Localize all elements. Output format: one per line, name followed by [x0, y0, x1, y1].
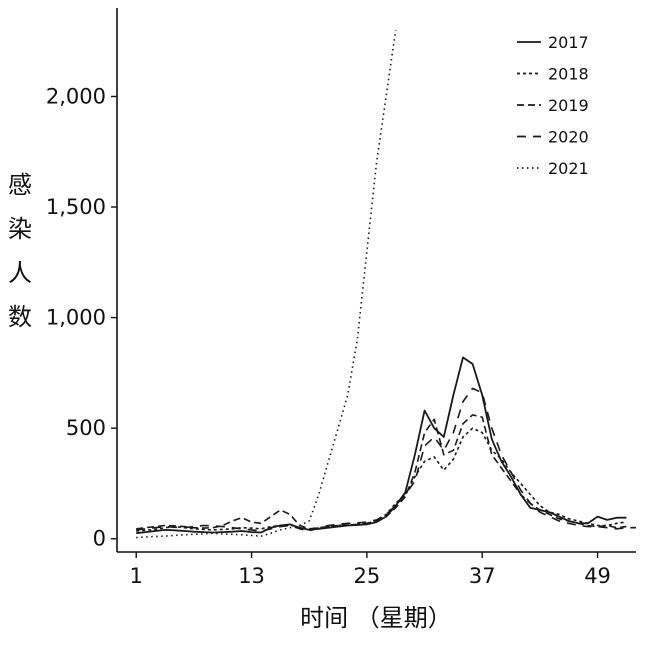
legend-label-2020: 2020: [548, 128, 589, 147]
legend-label-2017: 2017: [548, 33, 589, 52]
y-tick-label: 500: [66, 416, 106, 440]
legend-label-2018: 2018: [548, 65, 589, 84]
axis-titles: 时间 （星期） 感染人数: [8, 171, 452, 632]
series-lines: [136, 29, 636, 539]
series-line-2018: [136, 427, 627, 532]
series-line-2021: [136, 29, 397, 539]
y-tick-label: 0: [93, 527, 106, 551]
y-tick-label: 2,000: [46, 84, 106, 108]
x-tick-label: 25: [354, 564, 381, 588]
series-line-2020: [136, 387, 636, 532]
y-tick-label: 1,000: [46, 306, 106, 330]
series-line-2017: [136, 356, 627, 535]
x-tick-label: 49: [584, 564, 611, 588]
x-tick-label: 37: [469, 564, 496, 588]
legend: 2017 2018 2019 2020 2021: [517, 33, 589, 178]
x-tick-label: 1: [130, 564, 143, 588]
axes: 0 500 1,000 1,500 2,000 1 13 25 37 49: [46, 8, 636, 588]
x-tick-label: 13: [238, 564, 265, 588]
legend-label-2019: 2019: [548, 96, 589, 115]
legend-label-2021: 2021: [548, 159, 589, 178]
x-axis-title: 时间 （星期）: [300, 604, 452, 632]
y-axis-title: 感染人数: [8, 171, 32, 331]
y-tick-label: 1,500: [46, 195, 106, 219]
series-line-2019: [136, 414, 627, 530]
